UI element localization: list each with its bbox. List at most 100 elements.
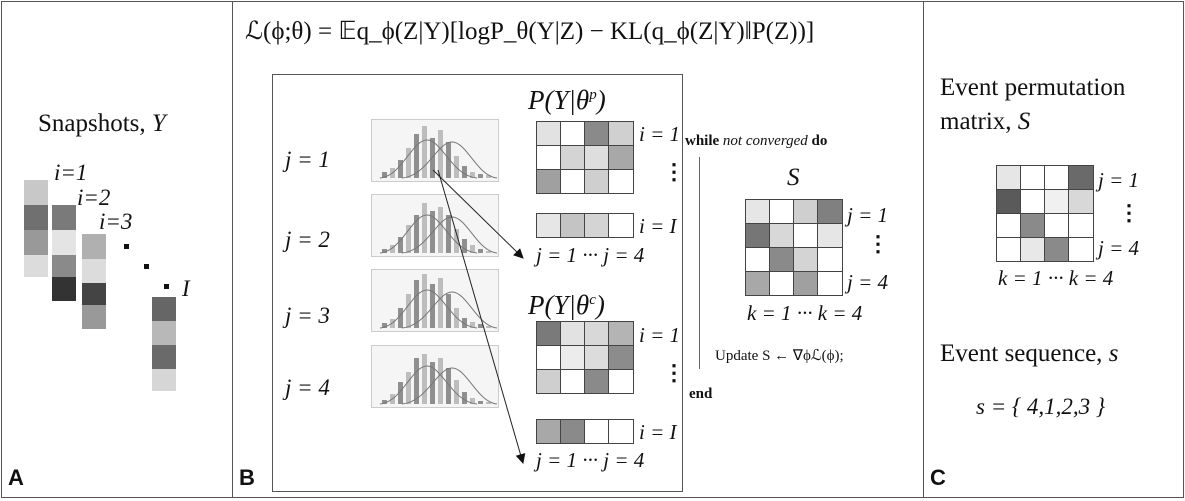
histogram-bar <box>406 148 411 178</box>
perm-k-range: k = 1 ··· k = 4 <box>998 266 1114 290</box>
snapshots-title-var: Y <box>151 110 166 137</box>
histogram-bar <box>382 400 387 404</box>
algo-S: S <box>787 164 800 191</box>
histogram-bar <box>470 398 475 404</box>
matrix-cell <box>769 223 794 248</box>
density-curve <box>401 367 498 405</box>
histogram-bar <box>438 207 443 253</box>
label-I: I <box>182 276 190 301</box>
label-i3: i=3 <box>99 209 133 234</box>
matrix-cell <box>608 419 634 444</box>
label-i2: i=2 <box>77 185 111 210</box>
matrix-cell <box>584 145 609 170</box>
histogram-bar <box>486 402 491 404</box>
histogram-bar <box>438 278 443 328</box>
mat-c-iI: i = I <box>639 420 677 444</box>
arrow-to-mat-c <box>437 169 526 464</box>
mat-p-iI: i = I <box>639 214 677 238</box>
algo-j4: j = 4 <box>847 270 889 294</box>
matrix-cell <box>996 189 1021 214</box>
histogram-bar <box>422 203 427 253</box>
algo-while: while <box>685 133 720 149</box>
seq-value: s = { 4,1,2,3 } <box>976 394 1106 419</box>
matrix-cell <box>745 271 770 296</box>
matrix-cell <box>1044 237 1069 262</box>
perm-title-var: S <box>1017 108 1031 135</box>
mat-c-i1: i = 1 <box>639 323 681 347</box>
matrix-cell <box>584 213 609 238</box>
algo-k-range: k = 1 ··· k = 4 <box>747 301 863 325</box>
ellipsis-dot <box>144 264 149 269</box>
matrix-cell <box>608 213 634 238</box>
histogram-bar <box>446 368 451 404</box>
j-label-4: j = 4 <box>285 375 330 400</box>
matrix-cell <box>584 369 609 394</box>
histogram-bar <box>414 134 419 178</box>
histogram-bar <box>470 322 475 328</box>
histogram-bar <box>390 319 395 328</box>
histogram-bar <box>470 172 475 178</box>
ellipsis-dot <box>124 244 129 249</box>
histogram-bar <box>478 324 483 328</box>
density-curve <box>379 214 478 254</box>
histogram-bar <box>382 323 387 328</box>
label-i1: i=1 <box>54 160 88 185</box>
histogram-bar <box>454 229 459 253</box>
matrix-cell <box>793 247 818 272</box>
histogram-bar <box>454 380 459 404</box>
matrix-cell <box>584 321 609 346</box>
mat-p-title-sup: p <box>589 87 597 103</box>
mat-p-title-text: P(Y|θ <box>528 85 590 115</box>
matrix-cell <box>1044 189 1069 214</box>
mat-p-title-close: ) <box>596 85 606 115</box>
algo-not-converged: not converged <box>722 133 808 149</box>
histogram-bar <box>486 251 491 253</box>
snapshot-cell <box>52 255 76 277</box>
matrix-cell <box>1044 165 1069 190</box>
histogram-bar <box>430 138 435 178</box>
histogram-bar <box>398 382 403 404</box>
histogram-bar <box>398 237 403 253</box>
mat-c-title-close: ) <box>595 290 605 320</box>
matrix-cell <box>745 199 770 224</box>
snapshot-cell <box>152 369 176 391</box>
density-curve <box>379 289 478 329</box>
seq-title: Event sequence, s <box>940 340 1118 368</box>
matrix-cell <box>536 419 561 444</box>
arrow-to-mat-p <box>432 169 524 259</box>
histogram-graphic <box>379 126 498 179</box>
perm-title-line1: Event permutation <box>940 74 1126 101</box>
histogram-bar <box>486 326 491 328</box>
histogram-bar <box>438 130 443 178</box>
matrix-cell <box>996 213 1021 238</box>
matrix-cell <box>608 345 634 370</box>
mat-p-title: P(Y|θp) <box>528 85 606 116</box>
matrix-cell <box>1068 165 1094 190</box>
matrix-cell <box>560 145 585 170</box>
histogram-bar <box>406 372 411 404</box>
histogram-bar <box>462 392 467 404</box>
perm-j1: j = 1 <box>1098 168 1140 192</box>
histogram-bar <box>422 274 427 328</box>
algo-end: end <box>689 386 713 402</box>
histogram-bar <box>446 294 451 328</box>
algo-j1: j = 1 <box>847 203 889 227</box>
matrix-cell <box>1020 213 1045 238</box>
snapshot-cell <box>152 345 176 369</box>
histogram-bar <box>462 318 467 328</box>
histogram-bar <box>422 126 427 178</box>
matrix-cell <box>1020 237 1045 262</box>
snapshot-cell <box>24 180 48 205</box>
panel-b-label: B <box>239 465 255 490</box>
histogram-bar <box>414 215 419 253</box>
matrix-cell <box>1068 237 1094 262</box>
matrix-cell <box>584 419 609 444</box>
histogram-bar <box>406 294 411 328</box>
matrix-cell <box>560 121 585 146</box>
snapshots-title-text: Snapshots, <box>38 110 152 137</box>
perm-j4: j = 4 <box>1098 236 1140 260</box>
matrix-p <box>536 121 634 194</box>
vertical-ellipsis: ⋮ <box>663 360 685 385</box>
algo-matrix-S <box>745 199 843 296</box>
matrix-cell <box>608 369 634 394</box>
